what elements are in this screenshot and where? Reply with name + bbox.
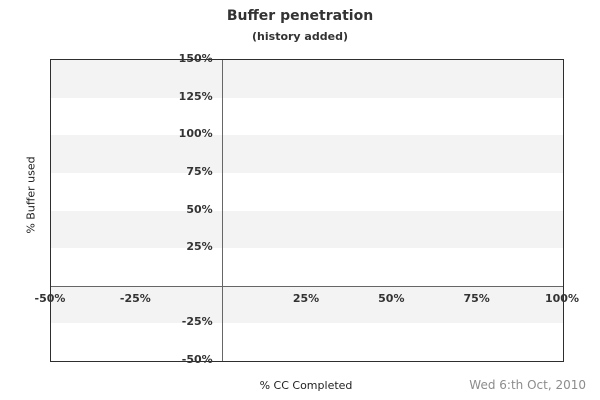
y-tick-label: -25% bbox=[181, 315, 213, 329]
y-tick-label: 100% bbox=[178, 127, 213, 141]
y-axis-zero-line bbox=[222, 60, 223, 361]
grid-band bbox=[51, 210, 563, 249]
y-tick-label: 50% bbox=[186, 202, 213, 216]
x-tick-label: 75% bbox=[463, 291, 490, 305]
chart-title: Buffer penetration bbox=[226, 8, 374, 24]
y-tick-label: 125% bbox=[178, 89, 213, 103]
plot-area bbox=[50, 59, 564, 362]
x-axis-zero-line bbox=[51, 286, 563, 287]
chart-date-note: Wed 6:th Oct, 2010 bbox=[469, 378, 586, 392]
chart-subtitle: (history added) bbox=[252, 30, 348, 43]
x-tick-label: 100% bbox=[545, 291, 579, 305]
grid-band bbox=[51, 135, 563, 173]
x-axis-title: % CC Completed bbox=[259, 379, 353, 392]
x-tick-label: -50% bbox=[34, 291, 66, 305]
y-axis-title: % Buffer used bbox=[24, 156, 38, 234]
grid-band bbox=[51, 60, 563, 98]
x-tick-label: 50% bbox=[378, 291, 405, 305]
y-tick-label: 25% bbox=[186, 240, 213, 254]
y-tick-label: -50% bbox=[181, 353, 213, 366]
grid-band bbox=[51, 285, 563, 324]
y-tick-label: 150% bbox=[178, 52, 213, 65]
x-tick-label: -25% bbox=[119, 291, 151, 305]
y-tick-label: 75% bbox=[186, 164, 213, 178]
x-tick-label: 25% bbox=[292, 291, 320, 305]
grid-band bbox=[51, 248, 563, 286]
grid-band bbox=[51, 97, 563, 136]
grid-band bbox=[51, 323, 563, 361]
grid-band bbox=[51, 172, 563, 211]
